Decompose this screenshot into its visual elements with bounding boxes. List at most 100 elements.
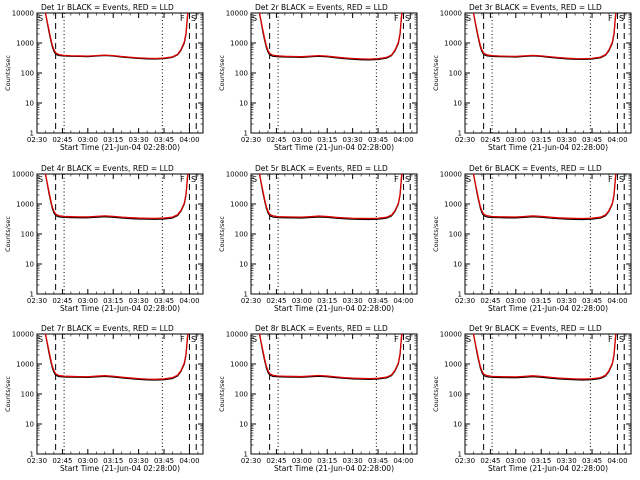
y-axis-label: Counts/sec bbox=[4, 216, 12, 252]
panel-title: Det 3r BLACK = Events, RED = LLD bbox=[469, 3, 602, 12]
y-tick-label: 10000 bbox=[12, 10, 34, 18]
corner-flag: F bbox=[608, 335, 613, 344]
series-line-lld bbox=[258, 13, 403, 60]
corner-flag: F bbox=[394, 14, 399, 23]
x-tick-label: 04:00 bbox=[179, 297, 199, 305]
corner-flag: F bbox=[180, 335, 185, 344]
detector-panel-2: Det 2r BLACK = Events, RED = LLD 1 10 100 10… bbox=[218, 3, 418, 152]
plot-frame bbox=[464, 12, 632, 134]
x-tick-label: 02:30 bbox=[27, 297, 47, 305]
x-tick-label: 02:30 bbox=[27, 457, 47, 465]
series-line-lld bbox=[258, 334, 403, 380]
x-tick-label: 02:30 bbox=[241, 457, 261, 465]
x-tick-label: 03:30 bbox=[129, 136, 149, 144]
y-tick-label: 100 bbox=[235, 70, 248, 78]
corner-flag: S bbox=[619, 14, 624, 23]
x-tick-label: 03:45 bbox=[154, 297, 174, 305]
y-tick-label: 1000 bbox=[16, 40, 34, 48]
corner-flag: S bbox=[252, 335, 257, 344]
y-tick-label: 1 bbox=[30, 451, 34, 459]
x-tick-label: 02:30 bbox=[27, 136, 47, 144]
series-line-events bbox=[258, 334, 403, 380]
y-tick-label: 1000 bbox=[444, 40, 462, 48]
corner-flag: F bbox=[608, 175, 613, 184]
y-axis-label: Counts/sec bbox=[432, 216, 440, 252]
y-tick-label: 1 bbox=[458, 130, 462, 138]
x-tick-label: 03:30 bbox=[343, 297, 363, 305]
corner-flag: S bbox=[619, 335, 624, 344]
y-tick-label: 1 bbox=[244, 130, 248, 138]
y-tick-label: 100 bbox=[21, 70, 34, 78]
plot-frame bbox=[464, 173, 632, 295]
x-tick-label: 03:45 bbox=[368, 297, 388, 305]
x-tick-label: 03:30 bbox=[557, 136, 577, 144]
y-tick-label: 1 bbox=[30, 291, 34, 299]
panel-title: Det 4r BLACK = Events, RED = LLD bbox=[41, 164, 174, 173]
corner-flag: S bbox=[252, 175, 257, 184]
x-tick-label: 02:30 bbox=[455, 297, 475, 305]
y-tick-label: 100 bbox=[235, 231, 248, 239]
corner-flag: S bbox=[466, 14, 471, 23]
series-line-events bbox=[44, 13, 189, 60]
x-axis-label: Start Time (21-Jun-04 02:28:00) bbox=[274, 143, 394, 152]
y-axis-label: Counts/sec bbox=[218, 376, 226, 412]
x-tick-label: 03:00 bbox=[78, 457, 98, 465]
plot-frame bbox=[250, 12, 418, 134]
y-tick-label: 10 bbox=[453, 421, 462, 429]
y-tick-label: 1000 bbox=[230, 361, 248, 369]
x-tick-label: 03:15 bbox=[317, 136, 337, 144]
detector-panel-3: Det 3r BLACK = Events, RED = LLD 1 10 100 10… bbox=[432, 3, 632, 152]
y-tick-label: 1000 bbox=[230, 201, 248, 209]
x-tick-label: 02:45 bbox=[266, 457, 286, 465]
x-axis-label: Start Time (21-Jun-04 02:28:00) bbox=[488, 464, 608, 473]
x-tick-label: 02:45 bbox=[52, 136, 72, 144]
y-tick-label: 10 bbox=[25, 100, 34, 108]
detector-panel-7: Det 7r BLACK = Events, RED = LLD 1 10 100 10… bbox=[4, 324, 204, 473]
y-tick-label: 10000 bbox=[440, 171, 462, 179]
series-line-lld bbox=[258, 174, 403, 220]
x-axis-label: Start Time (21-Jun-04 02:28:00) bbox=[488, 304, 608, 313]
corner-flag: S bbox=[466, 335, 471, 344]
corner-flag: F bbox=[180, 14, 185, 23]
detector-panel-8: Det 8r BLACK = Events, RED = LLD 1 10 100 10… bbox=[218, 324, 418, 473]
x-axis-label: Start Time (21-Jun-04 02:28:00) bbox=[60, 143, 180, 152]
plot-frame bbox=[250, 173, 418, 295]
corner-flag: S bbox=[191, 175, 196, 184]
x-axis-label: Start Time (21-Jun-04 02:28:00) bbox=[60, 304, 180, 313]
x-tick-label: 04:00 bbox=[607, 297, 627, 305]
x-tick-label: 02:45 bbox=[266, 136, 286, 144]
x-tick-label: 03:45 bbox=[154, 136, 174, 144]
y-axis-label: Counts/sec bbox=[218, 55, 226, 91]
x-tick-label: 04:00 bbox=[607, 457, 627, 465]
detector-panel-5: Det 5r BLACK = Events, RED = LLD 1 10 100 10… bbox=[218, 164, 418, 313]
corner-flag: S bbox=[405, 175, 410, 184]
x-tick-label: 02:45 bbox=[480, 457, 500, 465]
plot-frame bbox=[36, 333, 204, 455]
series-line-lld bbox=[44, 13, 189, 60]
corner-flag: F bbox=[394, 335, 399, 344]
y-tick-label: 100 bbox=[449, 70, 462, 78]
x-tick-label: 04:00 bbox=[393, 297, 413, 305]
panel-title: Det 6r BLACK = Events, RED = LLD bbox=[469, 164, 602, 173]
y-tick-label: 1000 bbox=[444, 361, 462, 369]
y-axis-label: Counts/sec bbox=[4, 376, 12, 412]
x-tick-label: 04:00 bbox=[607, 136, 627, 144]
series-line-lld bbox=[44, 334, 189, 380]
y-tick-label: 10 bbox=[453, 100, 462, 108]
x-axis-label: Start Time (21-Jun-04 02:28:00) bbox=[274, 304, 394, 313]
x-tick-label: 03:00 bbox=[78, 136, 98, 144]
corner-flag: S bbox=[405, 14, 410, 23]
x-tick-label: 03:45 bbox=[154, 457, 174, 465]
y-tick-label: 1 bbox=[30, 130, 34, 138]
y-tick-label: 1000 bbox=[16, 201, 34, 209]
series-line-events bbox=[44, 174, 189, 220]
x-tick-label: 03:45 bbox=[582, 297, 602, 305]
y-tick-label: 10000 bbox=[12, 171, 34, 179]
x-tick-label: 03:15 bbox=[531, 297, 551, 305]
corner-flag: S bbox=[191, 335, 196, 344]
y-tick-label: 10000 bbox=[226, 171, 248, 179]
plot-frame bbox=[250, 333, 418, 455]
series-line-events bbox=[472, 13, 617, 61]
x-tick-label: 03:15 bbox=[103, 297, 123, 305]
